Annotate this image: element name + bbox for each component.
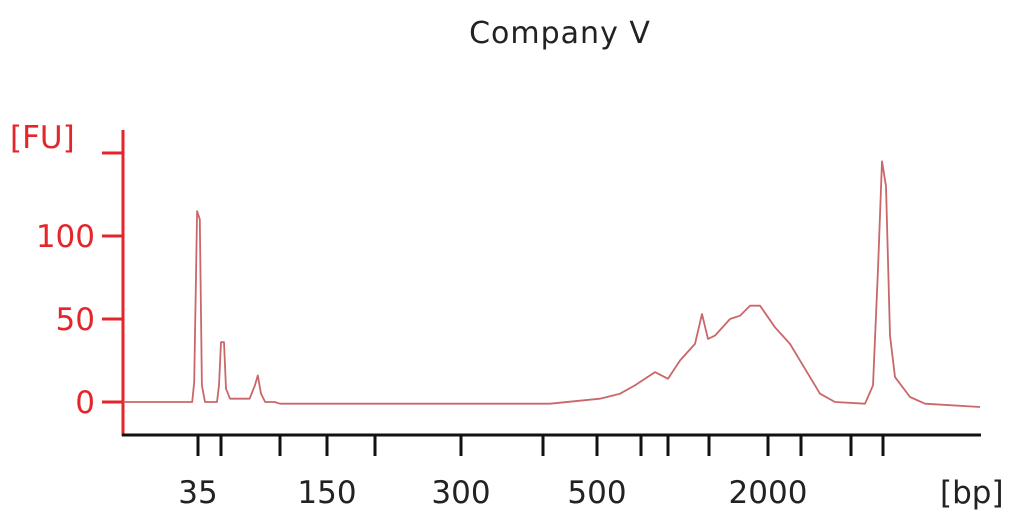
y-axis-label: [FU] (10, 120, 75, 156)
trace-line (123, 160, 981, 408)
x-tick-label: 150 (297, 475, 356, 511)
x-tick-label: 35 (178, 475, 217, 511)
y-tick-label: 50 (56, 302, 95, 338)
x-tick-label: 500 (567, 475, 626, 511)
y-tick-label: 0 (75, 385, 95, 421)
x-axis-label: [bp] (940, 475, 1004, 511)
x-tick-label: 300 (431, 475, 490, 511)
y-tick-label: 100 (36, 219, 95, 255)
x-tick-label: 2000 (729, 475, 808, 511)
chart-title: Company V (469, 16, 651, 51)
